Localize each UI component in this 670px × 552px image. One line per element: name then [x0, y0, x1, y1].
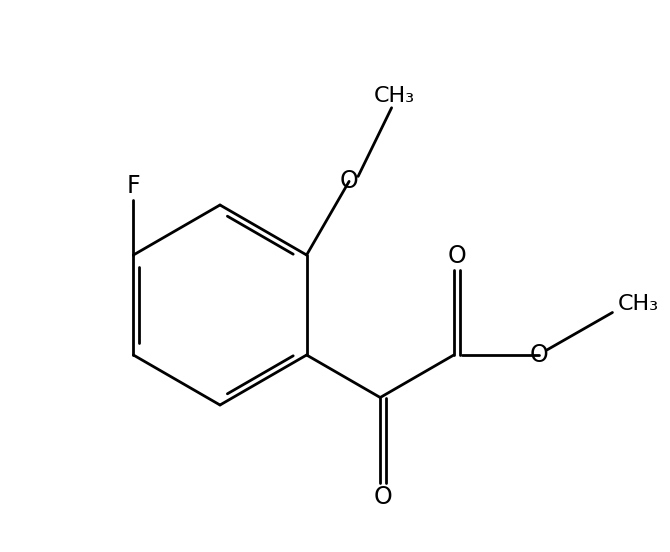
Text: O: O: [448, 244, 466, 268]
Text: CH₃: CH₃: [618, 295, 659, 315]
Text: F: F: [127, 174, 140, 198]
Text: O: O: [340, 169, 358, 193]
Text: O: O: [374, 485, 393, 508]
Text: CH₃: CH₃: [374, 86, 415, 106]
Text: O: O: [529, 343, 548, 367]
